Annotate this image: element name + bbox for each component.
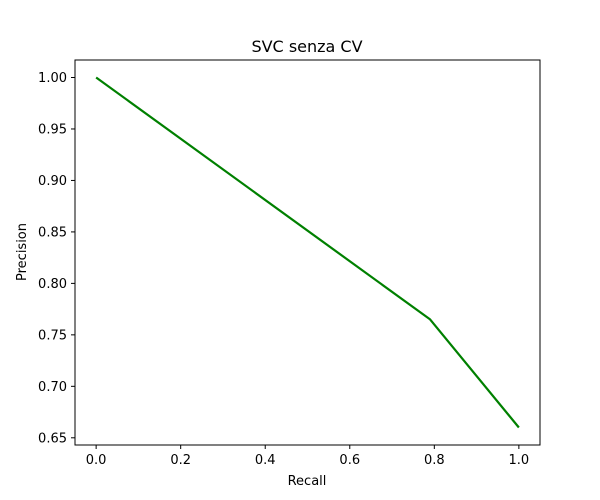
x-tick-label: 0.8 — [424, 453, 445, 468]
plot-frame — [74, 59, 541, 446]
x-tick-label: 0.6 — [339, 453, 360, 468]
x-tick-label: 0.4 — [255, 453, 276, 468]
series-line — [95, 76, 520, 429]
x-tick-label: 1.0 — [509, 453, 530, 468]
y-tick-label: 1.00 — [38, 71, 67, 86]
series-layer — [95, 76, 520, 429]
y-tick-label: 0.90 — [38, 174, 67, 189]
y-tick-label: 0.80 — [38, 277, 67, 292]
y-tick-label: 0.75 — [38, 328, 67, 343]
y-tick-label: 0.85 — [38, 225, 67, 240]
y-axis-label: Precision — [15, 223, 30, 281]
y-tick-label: 0.70 — [38, 380, 67, 395]
y-axis-ticks: 0.65 0.70 0.75 0.80 0.85 0.90 0.95 1.00 — [38, 71, 75, 446]
x-axis-label: Recall — [288, 474, 327, 489]
x-axis-ticks: 0.0 0.2 0.4 0.6 0.8 1.0 — [86, 445, 529, 468]
chart-title: SVC senza CV — [251, 37, 362, 56]
y-tick-label: 0.65 — [38, 431, 67, 446]
y-tick-label: 0.95 — [38, 122, 67, 137]
x-tick-label: 0.0 — [86, 453, 107, 468]
x-tick-label: 0.2 — [170, 453, 191, 468]
